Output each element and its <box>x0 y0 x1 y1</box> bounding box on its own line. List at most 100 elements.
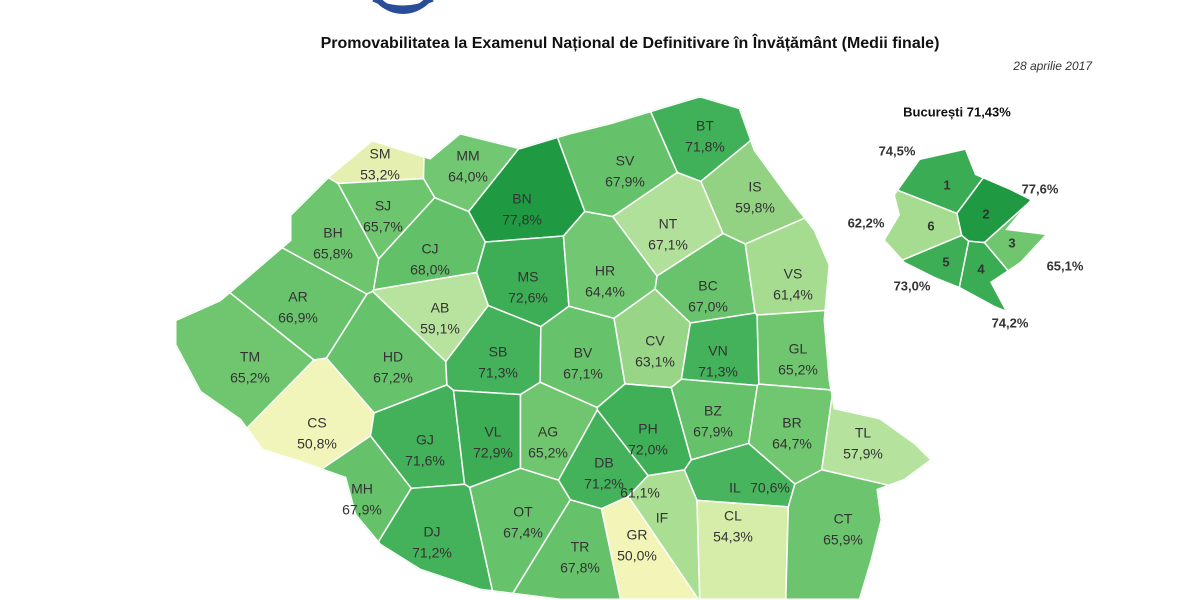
county-code: AB <box>431 300 450 316</box>
county-code: SB <box>489 344 508 360</box>
county-code: PH <box>638 421 657 437</box>
county-value: 61,1% <box>620 485 660 501</box>
sector-number: 4 <box>977 261 985 276</box>
county-labels: SM 53,2% MM 64,0% BT 71,8% SV 67,9% BN 77,8% SJ 65,… <box>230 118 883 576</box>
county-area <box>820 295 932 503</box>
county-value: 50,0% <box>617 548 657 564</box>
county-code: SV <box>616 153 635 169</box>
county-value: 67,9% <box>342 502 382 518</box>
county-code: BZ <box>704 403 722 419</box>
county-code: SJ <box>375 198 391 214</box>
county-value: 71,3% <box>478 365 518 381</box>
sector-number: 1 <box>943 177 950 192</box>
county-value: 67,0% <box>688 299 728 315</box>
county-value: 71,8% <box>685 139 725 155</box>
county-value: 59,1% <box>420 321 460 337</box>
county-code: IS <box>748 179 761 195</box>
county-value: 50,8% <box>297 436 337 452</box>
county-value: 67,2% <box>373 370 413 386</box>
county-value: 72,6% <box>508 290 548 306</box>
county-code: BT <box>696 118 714 134</box>
county-code: VL <box>484 424 501 440</box>
county-code: CL <box>724 508 742 524</box>
county-code: BV <box>574 345 593 361</box>
county-value: 71,6% <box>405 453 445 469</box>
county-value: 54,3% <box>713 529 753 545</box>
county-value: 66,9% <box>278 310 318 326</box>
county-value: 67,4% <box>503 525 543 541</box>
county-value: 65,2% <box>230 370 270 386</box>
sector-value: 77,6% <box>1022 181 1059 196</box>
county-value: 72,0% <box>628 442 668 458</box>
sector-number: 2 <box>982 206 989 221</box>
bucharest-title: București 71,43% <box>903 104 1011 119</box>
county-code: MS <box>518 269 539 285</box>
county-value: 65,8% <box>313 246 353 262</box>
county-code: CJ <box>421 241 438 257</box>
county-value: 71,2% <box>412 545 452 561</box>
county-area <box>785 468 932 600</box>
county-code: SM <box>370 146 391 162</box>
county-value: 67,8% <box>560 560 600 576</box>
county-value: 63,1% <box>635 354 675 370</box>
county-code: GJ <box>416 432 434 448</box>
county-value: 67,9% <box>605 174 645 190</box>
county-code: TR <box>571 539 590 555</box>
county-code: MH <box>351 481 373 497</box>
county-code: VN <box>708 343 727 359</box>
county-code: AR <box>288 289 307 305</box>
county-value: 68,0% <box>410 262 450 278</box>
county-code: NT <box>659 216 678 232</box>
county-value: 59,8% <box>735 200 775 216</box>
bucharest-map <box>885 150 1045 310</box>
county-value: 67,1% <box>563 366 603 382</box>
county-code: OT <box>513 504 533 520</box>
county-area <box>175 434 413 600</box>
county-value: 67,9% <box>693 424 733 440</box>
county-code: CV <box>645 333 665 349</box>
county-code: TM <box>240 349 260 365</box>
county-code: GL <box>789 341 808 357</box>
county-code: CT <box>834 511 853 527</box>
county-value: 67,1% <box>648 237 688 253</box>
county-code: VS <box>784 266 803 282</box>
county-value: 65,7% <box>363 219 403 235</box>
sector-value: 74,2% <box>992 315 1029 330</box>
sector-value: 62,2% <box>848 215 885 230</box>
county-code: BH <box>323 225 342 241</box>
sector-value: 65,1% <box>1047 258 1084 273</box>
county-value: 71,2% <box>584 476 624 492</box>
title: Promovabilitatea la Examenul Național de… <box>321 33 940 52</box>
county-code: HR <box>595 263 615 279</box>
sector-value: 73,0% <box>894 278 931 293</box>
county-code: DB <box>594 455 613 471</box>
county-value: 65,2% <box>528 445 568 461</box>
county-value: 64,4% <box>585 284 625 300</box>
county-code: GR <box>627 527 648 543</box>
date: 28 aprilie 2017 <box>1012 59 1093 73</box>
county-value: 64,0% <box>448 169 488 185</box>
county-code: BC <box>698 278 717 294</box>
county-code: HD <box>383 349 403 365</box>
county-code: BN <box>512 191 531 207</box>
county-code: TL <box>855 425 872 441</box>
county-code: BR <box>782 415 801 431</box>
county-code: IF <box>656 510 668 526</box>
county-code: IL <box>729 480 741 496</box>
sector-value: 74,5% <box>879 143 916 158</box>
county-code: AG <box>538 424 558 440</box>
county-code: CS <box>307 415 326 431</box>
sector-number: 5 <box>942 254 949 269</box>
county-value: 61,4% <box>773 287 813 303</box>
county-value: 71,3% <box>698 364 738 380</box>
county-value: 65,9% <box>823 532 863 548</box>
county-value: 77,8% <box>502 212 542 228</box>
county-value: 70,6% <box>750 480 790 496</box>
sector-labels: 1 74,5% 2 77,6% 3 65,1% 4 74,2% 5 73,0% 6 62,2% <box>848 143 1084 330</box>
county-value: 65,2% <box>778 362 818 378</box>
county-value: 72,9% <box>473 445 513 461</box>
county-code: MM <box>456 148 479 164</box>
logo <box>372 0 434 14</box>
county-value: 53,2% <box>360 167 400 183</box>
